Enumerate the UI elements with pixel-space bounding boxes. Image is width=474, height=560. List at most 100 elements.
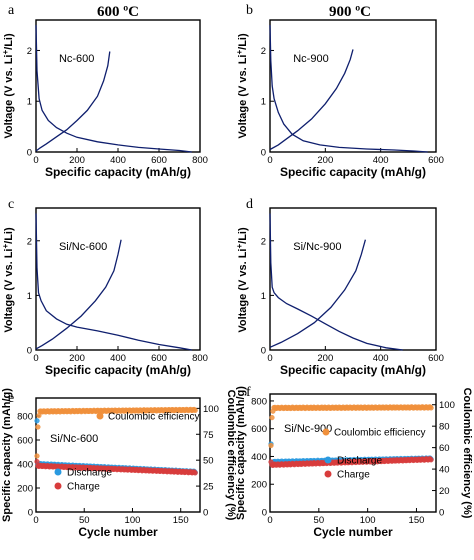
y-tick-label: 1 [261, 97, 266, 108]
x-tick-label: 200 [69, 353, 85, 364]
y-tick-label: 1 [261, 291, 266, 302]
y-tick-label: 0 [27, 346, 32, 357]
y-label-part: /Li) [237, 33, 249, 50]
x-tick-label: 600 [428, 353, 444, 364]
y-tick-label-right: 60 [439, 443, 450, 454]
y-tick-label-left: 0 [262, 508, 267, 519]
legend-label-ce: Coulombic efficiency [334, 428, 426, 439]
legend-marker-discharge [324, 456, 332, 464]
y-tick-label-right: 75 [203, 430, 214, 441]
y-tick-label-left: 400 [251, 452, 267, 463]
sample-annotation: Nc-600 [59, 53, 94, 65]
y-label-sup: + [1, 244, 10, 249]
charge-curve [35, 51, 111, 152]
legend-marker-ce [322, 428, 330, 436]
x-axis-label: Specific capacity (mAh/g) [45, 165, 191, 179]
data-point [269, 415, 275, 421]
x-tick-label: 600 [151, 353, 167, 364]
x-tick-label: 800 [192, 353, 208, 364]
y-tick-label: 2 [261, 236, 266, 247]
y-axis-label: Voltage (V vs. Li+/Li) [1, 227, 15, 333]
x-tick-label: 0 [33, 353, 38, 364]
legend-label-ce: Coulombic efficiency [108, 412, 200, 423]
legend-marker-discharge [54, 468, 62, 476]
y-tick-label-left: 0 [28, 508, 33, 519]
x-axis-label: Cycle number [313, 525, 393, 539]
x-tick-label: 150 [173, 515, 189, 526]
x-tick-label: 400 [373, 353, 389, 364]
sample-annotation: Nc-900 [293, 53, 328, 65]
x-axis-label: Cycle number [78, 525, 158, 539]
y-tick-label-right: 0 [203, 508, 208, 519]
x-tick-label: 100 [125, 515, 141, 526]
y-label-part: Voltage (V vs. Li [237, 55, 249, 139]
sample-annotation: Si/Nc-600 [50, 433, 98, 445]
panel-letter: a [8, 3, 15, 18]
y-tick-label-right: 40 [439, 465, 450, 476]
sample-annotation: Si/Nc-900 [284, 423, 332, 435]
charge-curve [269, 49, 354, 151]
legend-label-charge: Charge [337, 470, 370, 481]
discharge-curve [35, 25, 192, 153]
panel-letter: f [246, 385, 251, 400]
y-axis-label-right: Coulombic efficiency (%) [225, 390, 237, 521]
series-coulombic-efficiency [268, 404, 434, 449]
panel-letter: d [246, 197, 253, 212]
panel-c: 0 200 400 600 800 0 1 2 Specific capacity (mAh/g… [1, 197, 208, 377]
panel-d: 0 200 400 600 0 1 2 Specific capacity (mAh/g) Vo… [235, 197, 444, 377]
y-tick-label: 2 [261, 46, 266, 57]
charge-curve [269, 239, 367, 348]
y-axis-label: Voltage (V vs. Li+/Li) [235, 227, 249, 333]
y-label-part: /Li) [3, 33, 15, 50]
plot-frame [269, 207, 437, 351]
x-tick-label: 200 [317, 155, 333, 166]
y-tick-label-right: 80 [439, 422, 450, 433]
panel-f: 0 50 100 1500200400600800020406080100Cycle … [235, 385, 473, 539]
plot-frame [269, 393, 437, 513]
x-tick-label: 400 [373, 155, 389, 166]
plot-frame [269, 19, 437, 153]
y-axis-label: Voltage (V vs. Li+/Li) [1, 33, 15, 139]
y-tick-label: 2 [27, 46, 32, 57]
y-tick-label: 1 [27, 97, 32, 108]
x-tick-label: 800 [192, 155, 208, 166]
y-tick-label-left: 200 [17, 484, 33, 495]
data-point [192, 470, 198, 476]
x-axis-label: Specific capacity (mAh/g) [280, 363, 426, 377]
x-tick-label: 400 [110, 353, 126, 364]
charge-curve [35, 239, 122, 350]
y-axis-label-left: Specific capacity (mAh/g) [235, 386, 247, 520]
series-coulombic-efficiency [34, 406, 198, 459]
x-tick-label: 400 [110, 155, 126, 166]
discharge-curve [269, 213, 403, 351]
panel-letter: e [8, 391, 14, 406]
sample-annotation: Si/Nc-900 [293, 241, 341, 253]
y-label-part: Voltage (V vs. Li [237, 249, 249, 333]
y-label-part: /Li) [237, 227, 249, 244]
title-900: 900 ºC [329, 4, 371, 20]
y-label-sup: + [235, 244, 244, 249]
sample-annotation: Si/Nc-600 [59, 241, 107, 253]
y-tick-label-right: 0 [439, 508, 444, 519]
y-tick-label-left: 800 [17, 412, 33, 423]
y-label-part: Voltage (V vs. Li [3, 55, 15, 139]
y-tick-label-right: 20 [439, 486, 450, 497]
panel-a: 0 200 400 600 800 0 1 2 Specific capacity (mAh/g… [1, 3, 208, 179]
y-tick-label-left: 800 [251, 396, 267, 407]
y-label-part: /Li) [3, 227, 15, 244]
data-point [34, 459, 40, 465]
x-tick-label: 100 [360, 515, 376, 526]
panel-b: 0 200 400 600 0 1 2 Specific capacity (mAh/g) Vo… [235, 3, 444, 179]
y-tick-label-left: 400 [17, 460, 33, 471]
x-tick-label: 50 [79, 515, 90, 526]
y-axis-label-right: Coulombic efficiency (%) [461, 388, 473, 519]
x-tick-label: 0 [33, 515, 38, 526]
legend-marker-charge [324, 470, 332, 478]
legend-marker-charge [54, 482, 62, 490]
y-axis-label: Voltage (V vs. Li+/Li) [235, 33, 249, 139]
y-label-sup: + [1, 50, 10, 55]
y-tick-label-left: 200 [251, 480, 267, 491]
data-point [34, 453, 40, 459]
x-axis-label: Specific capacity (mAh/g) [45, 363, 191, 377]
